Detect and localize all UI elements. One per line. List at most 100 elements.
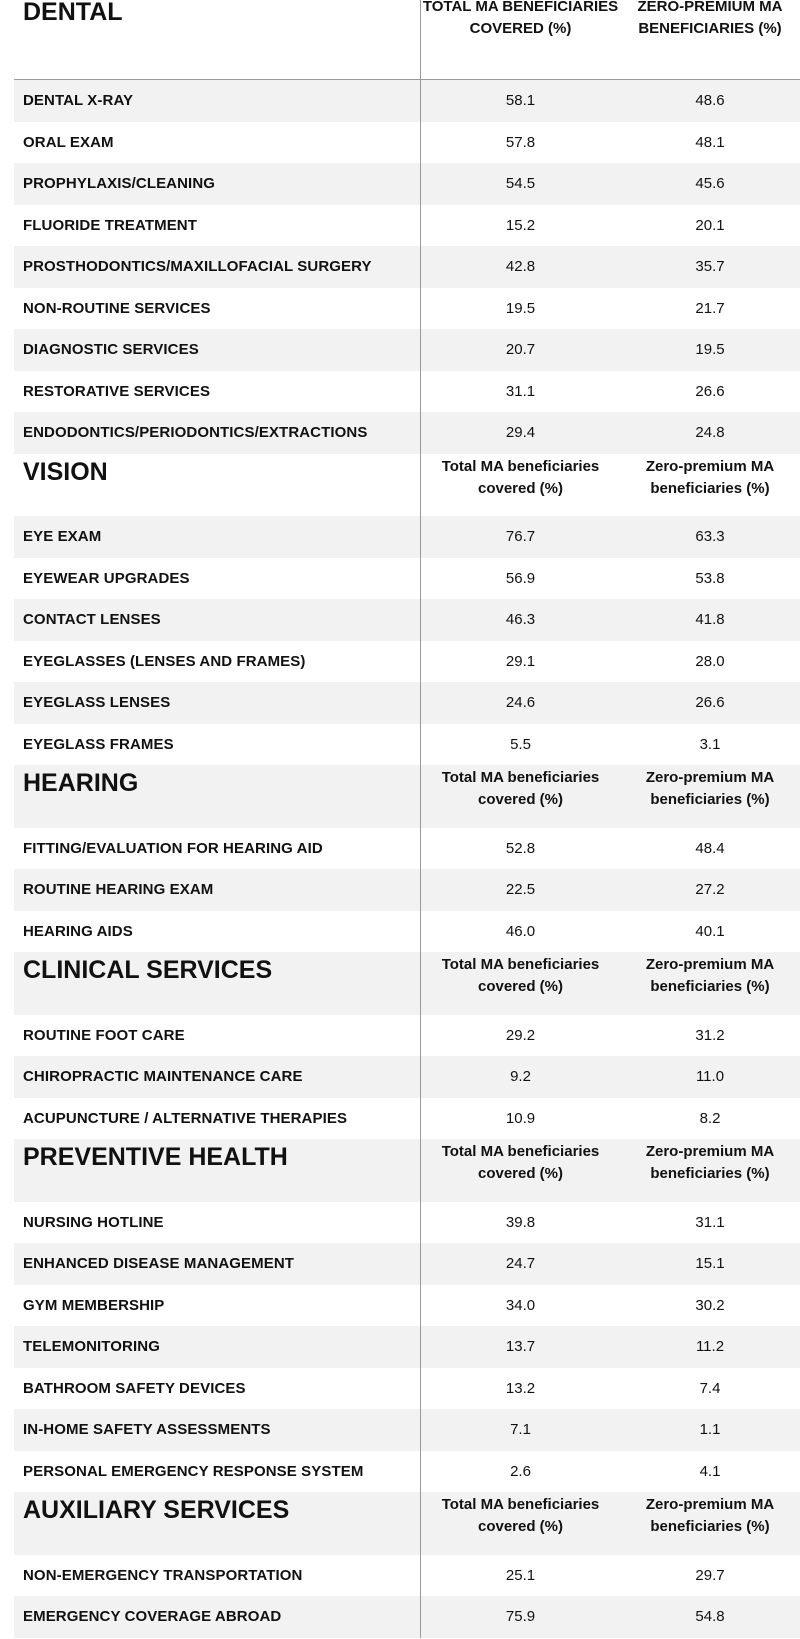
section-title: AUXILIARY SERVICES <box>14 1492 421 1555</box>
table-row: EYEWEAR UPGRADES 56.9 53.8 <box>14 557 800 599</box>
zero-premium-value: 11.0 <box>695 1068 725 1086</box>
zero-premium-value: 21.7 <box>695 299 725 317</box>
zero-premium-value: 3.1 <box>699 735 721 753</box>
benefit-label: ORAL EXAM <box>14 121 421 163</box>
table-row: EYEGLASS FRAMES 5.5 3.1 <box>14 723 800 765</box>
table-row: FLUORIDE TREATMENT 15.2 20.1 <box>14 204 800 246</box>
benefit-label: IN-HOME SAFETY ASSESSMENTS <box>14 1409 421 1451</box>
total-covered-value: 76.7 <box>505 528 536 546</box>
column-header-zero-premium: Zero-premium MA beneficiaries (%) <box>645 1143 775 1182</box>
zero-premium-value: 28.0 <box>695 652 725 670</box>
benefit-label: EYEGLASSES (LENSES AND FRAMES) <box>14 640 421 682</box>
zero-premium-value: 26.6 <box>695 382 725 400</box>
table-row: EMERGENCY COVERAGE ABROAD 75.9 54.8 <box>14 1596 800 1638</box>
table-row: NON-EMERGENCY TRANSPORTATION 25.1 29.7 <box>14 1554 800 1596</box>
benefit-label: ENHANCED DISEASE MANAGEMENT <box>14 1243 421 1285</box>
benefit-label: DENTAL X-RAY <box>14 80 421 122</box>
section-header: PREVENTIVE HEALTH Total MA beneficiaries … <box>14 1139 800 1202</box>
benefit-label: ROUTINE FOOT CARE <box>14 1014 421 1056</box>
column-header-total-covered: Total MA beneficiaries covered (%) <box>441 1143 600 1182</box>
zero-premium-value: 15.1 <box>695 1255 725 1273</box>
total-covered-value: 34.0 <box>505 1296 536 1314</box>
zero-premium-value: 26.6 <box>695 694 725 712</box>
total-covered-value: 39.8 <box>505 1213 536 1231</box>
table-row: FITTING/EVALUATION FOR HEARING AID 52.8 48… <box>14 827 800 869</box>
benefit-label: DIAGNOSTIC SERVICES <box>14 329 421 371</box>
benefit-label: EYE EXAM <box>14 516 421 558</box>
total-covered-value: 20.7 <box>505 341 536 359</box>
benefit-label: PERSONAL EMERGENCY RESPONSE SYSTEM <box>14 1450 421 1492</box>
zero-premium-value: 48.1 <box>695 133 725 151</box>
benefit-label: EYEGLASS FRAMES <box>14 723 421 765</box>
table-row: EYEGLASS LENSES 24.6 26.6 <box>14 682 800 724</box>
total-covered-value: 15.2 <box>505 216 536 234</box>
total-covered-value: 29.4 <box>505 424 536 442</box>
total-covered-value: 7.1 <box>510 1421 531 1439</box>
table-row: ROUTINE FOOT CARE 29.2 31.2 <box>14 1014 800 1056</box>
zero-premium-value: 45.6 <box>695 175 725 193</box>
column-header-total-covered: Total MA beneficiaries covered (%) <box>441 769 600 808</box>
table-row: PROPHYLAXIS/CLEANING 54.5 45.6 <box>14 163 800 205</box>
benefit-label: FITTING/EVALUATION FOR HEARING AID <box>14 827 421 869</box>
table-row: IN-HOME SAFETY ASSESSMENTS 7.1 1.1 <box>14 1409 800 1451</box>
table-row: RESTORATIVE SERVICES 31.1 26.6 <box>14 370 800 412</box>
zero-premium-value: 4.1 <box>699 1462 721 1480</box>
table-row: EYEGLASSES (LENSES AND FRAMES) 29.1 28.0 <box>14 640 800 682</box>
total-covered-value: 9.2 <box>510 1068 531 1086</box>
benefit-label: EYEWEAR UPGRADES <box>14 557 421 599</box>
column-header-zero-premium: ZERO-PREMIUM MA BENEFICIARIES (%) <box>637 0 783 37</box>
table-row: DIAGNOSTIC SERVICES 20.7 19.5 <box>14 329 800 371</box>
total-covered-value: 57.8 <box>505 133 536 151</box>
section-header: AUXILIARY SERVICES Total MA beneficiaries… <box>14 1492 800 1555</box>
benefit-label: NON-EMERGENCY TRANSPORTATION <box>14 1554 421 1596</box>
benefit-label: NURSING HOTLINE <box>14 1201 421 1243</box>
zero-premium-value: 35.7 <box>695 258 725 276</box>
table-row: ACUPUNCTURE / ALTERNATIVE THERAPIES 10.9 8… <box>14 1097 800 1139</box>
table-row: NON-ROUTINE SERVICES 19.5 21.7 <box>14 287 800 329</box>
table-row: PERSONAL EMERGENCY RESPONSE SYSTEM 2.6 4.1 <box>14 1450 800 1492</box>
total-covered-value: 29.1 <box>505 652 536 670</box>
total-covered-value: 2.6 <box>510 1462 531 1480</box>
total-covered-value: 19.5 <box>505 299 536 317</box>
benefit-label: TELEMONITORING <box>14 1326 421 1368</box>
zero-premium-value: 8.2 <box>699 1109 721 1127</box>
total-covered-value: 13.2 <box>505 1379 536 1397</box>
total-covered-value: 56.9 <box>505 569 536 587</box>
zero-premium-value: 24.8 <box>695 424 725 442</box>
zero-premium-value: 63.3 <box>695 528 725 546</box>
table-row: GYM MEMBERSHIP 34.0 30.2 <box>14 1284 800 1326</box>
total-covered-value: 22.5 <box>505 881 536 899</box>
benefit-label: HEARING AIDS <box>14 910 421 952</box>
column-header-total-covered: Total MA beneficiaries covered (%) <box>441 457 600 497</box>
benefit-label: CONTACT LENSES <box>14 599 421 641</box>
total-covered-value: 46.0 <box>505 922 536 940</box>
benefit-label: ENDODONTICS/PERIODONTICS/EXTRACTIONS <box>14 412 421 454</box>
benefit-label: CHIROPRACTIC MAINTENANCE CARE <box>14 1056 421 1098</box>
table-row: ORAL EXAM 57.8 48.1 <box>14 121 800 163</box>
column-header-zero-premium: Zero-premium MA beneficiaries (%) <box>645 956 775 995</box>
zero-premium-value: 11.2 <box>695 1338 725 1356</box>
total-covered-value: 52.8 <box>505 839 536 857</box>
total-covered-value: 31.1 <box>505 382 536 400</box>
table-row: BATHROOM SAFETY DEVICES 13.2 7.4 <box>14 1367 800 1409</box>
column-header-zero-premium: Zero-premium MA beneficiaries (%) <box>645 457 775 497</box>
total-covered-value: 10.9 <box>505 1109 536 1127</box>
zero-premium-value: 31.1 <box>695 1213 725 1231</box>
zero-premium-value: 20.1 <box>695 216 725 234</box>
total-covered-value: 54.5 <box>505 175 536 193</box>
zero-premium-value: 27.2 <box>695 881 725 899</box>
column-header-zero-premium: Zero-premium MA beneficiaries (%) <box>645 769 775 808</box>
table-row: CONTACT LENSES 46.3 41.8 <box>14 599 800 641</box>
benefit-label: ROUTINE HEARING EXAM <box>14 869 421 911</box>
section-title: DENTAL <box>14 0 421 79</box>
benefit-label: PROSTHODONTICS/MAXILLOFACIAL SURGERY <box>14 246 421 288</box>
table-row: CHIROPRACTIC MAINTENANCE CARE 9.2 11.0 <box>14 1056 800 1098</box>
section-title: HEARING <box>14 765 421 828</box>
zero-premium-value: 29.7 <box>695 1566 725 1584</box>
zero-premium-value: 40.1 <box>695 922 725 940</box>
column-header-total-covered: Total MA beneficiaries covered (%) <box>441 956 600 995</box>
column-header-total-covered: TOTAL MA BENEFICIARIES COVERED (%) <box>422 0 619 37</box>
zero-premium-value: 48.4 <box>695 839 725 857</box>
table-row: ROUTINE HEARING EXAM 22.5 27.2 <box>14 869 800 911</box>
zero-premium-value: 48.6 <box>695 92 725 110</box>
